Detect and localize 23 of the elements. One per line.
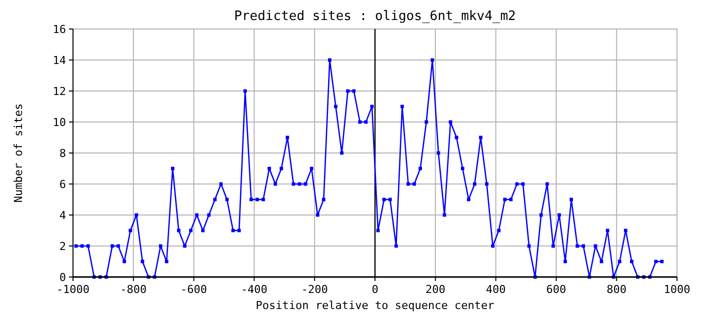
y-tick-label: 12: [52, 85, 66, 98]
x-tick-label: 1000: [664, 283, 690, 296]
x-tick-label: 600: [546, 283, 566, 296]
y-axis-title: Number of sites: [12, 103, 25, 203]
y-tick-label: 2: [59, 240, 66, 253]
x-axis-title: Position relative to sequence center: [256, 299, 495, 312]
x-tick-label: 400: [486, 283, 506, 296]
x-tick-label: -400: [240, 283, 268, 296]
chart-title: Predicted sites : oligos_6nt_mkv4_m2: [234, 9, 516, 24]
x-tick-label: -800: [120, 283, 147, 296]
y-tick-label: 4: [59, 209, 66, 222]
y-tick-label: 0: [59, 271, 66, 284]
x-tick-label: 0: [372, 283, 378, 296]
x-tick-label: 800: [606, 283, 627, 296]
y-tick-label: 16: [52, 23, 66, 36]
x-tick-label: -600: [180, 283, 208, 296]
y-tick-label: 6: [59, 178, 66, 191]
x-tick-label: -200: [301, 283, 328, 296]
y-tick-label: 14: [52, 54, 66, 67]
x-tick-label: -1000: [56, 283, 90, 296]
y-tick-label: 8: [59, 147, 66, 160]
x-tick-label: 200: [425, 283, 446, 296]
y-tick-label: 10: [52, 116, 66, 129]
